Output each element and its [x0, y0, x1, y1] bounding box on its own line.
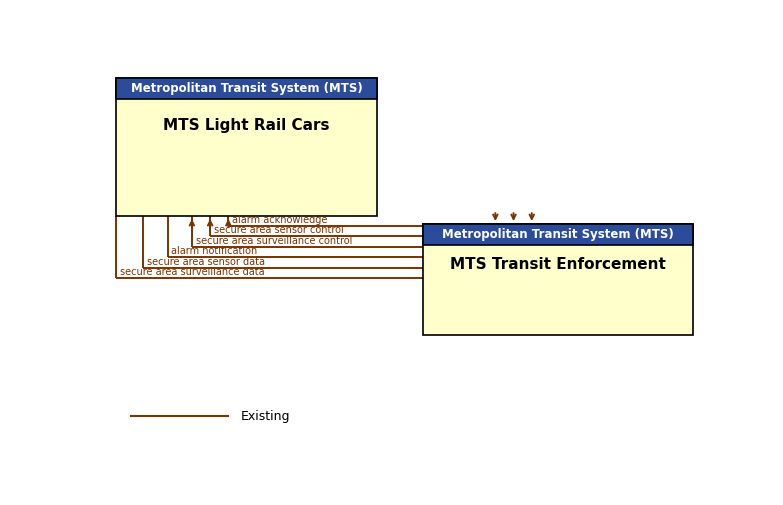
Bar [423, 224, 693, 245]
Text: secure area sensor data: secure area sensor data [147, 257, 265, 267]
Text: secure area surveillance data: secure area surveillance data [120, 267, 265, 277]
Bar [116, 78, 377, 216]
Text: secure area surveillance control: secure area surveillance control [196, 236, 352, 246]
Text: secure area sensor control: secure area sensor control [214, 225, 344, 235]
Text: Metropolitan Transit System (MTS): Metropolitan Transit System (MTS) [131, 82, 363, 95]
Text: alarm acknowledge: alarm acknowledge [232, 215, 327, 225]
Bar [116, 78, 377, 99]
Text: MTS Light Rail Cars: MTS Light Rail Cars [164, 118, 330, 133]
Text: Existing: Existing [240, 410, 290, 423]
Text: alarm notification: alarm notification [171, 246, 258, 256]
Text: Metropolitan Transit System (MTS): Metropolitan Transit System (MTS) [442, 228, 673, 241]
Bar [423, 224, 693, 335]
Text: MTS Transit Enforcement: MTS Transit Enforcement [449, 258, 666, 273]
